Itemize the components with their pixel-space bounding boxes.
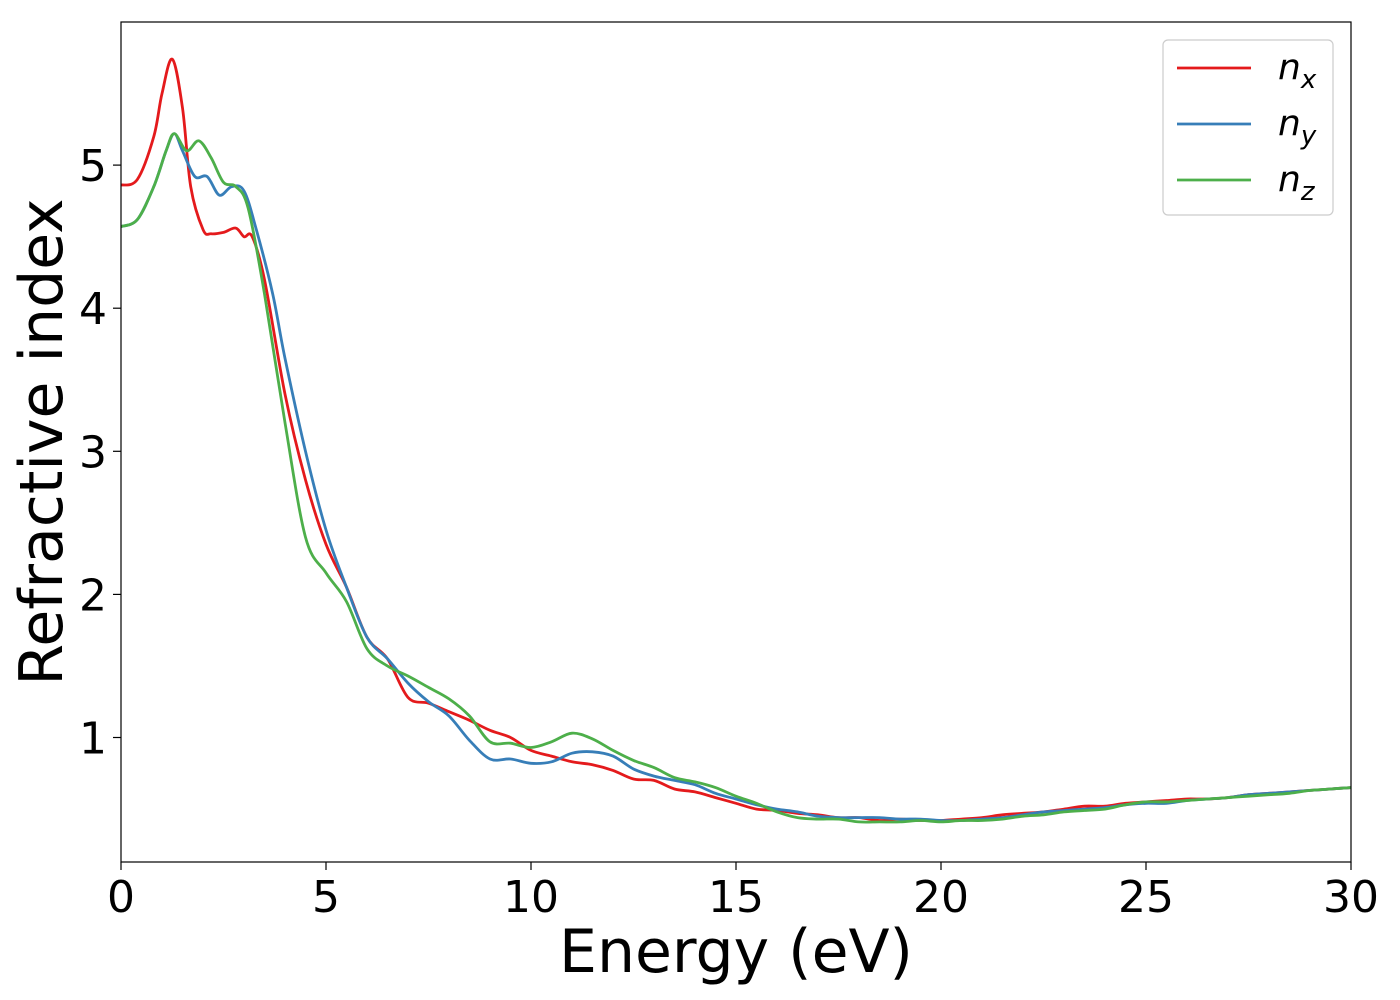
x-tick-label: 25 — [1118, 872, 1174, 923]
y-tick-label: 2 — [79, 570, 107, 621]
x-tick-label: 30 — [1323, 872, 1379, 923]
y-tick-label: 3 — [79, 427, 107, 478]
x-tick-label: 5 — [312, 872, 340, 923]
x-tick-label: 10 — [503, 872, 559, 923]
y-tick-label: 5 — [79, 141, 107, 192]
series-line-nx — [121, 57, 1351, 823]
x-axis-label: Energy (eV) — [559, 917, 913, 987]
series-line-nz — [121, 132, 1351, 824]
legend-box — [1162, 39, 1334, 216]
x-tick-label: 20 — [913, 872, 969, 923]
x-tick-label: 0 — [107, 872, 135, 923]
y-tick-label: 1 — [79, 714, 107, 765]
series-layer — [121, 57, 1351, 824]
x-axis: 0 5 10 15 20 25 30 — [107, 862, 1379, 923]
y-tick-label: 4 — [79, 284, 107, 335]
legend-label-ny: ny — [1278, 103, 1317, 151]
y-axis: 1 2 3 4 5 — [79, 141, 121, 765]
legend-label-nx: nx — [1278, 47, 1317, 95]
x-tick-label: 15 — [708, 872, 764, 923]
y-axis-label: Refractive index — [7, 198, 77, 685]
